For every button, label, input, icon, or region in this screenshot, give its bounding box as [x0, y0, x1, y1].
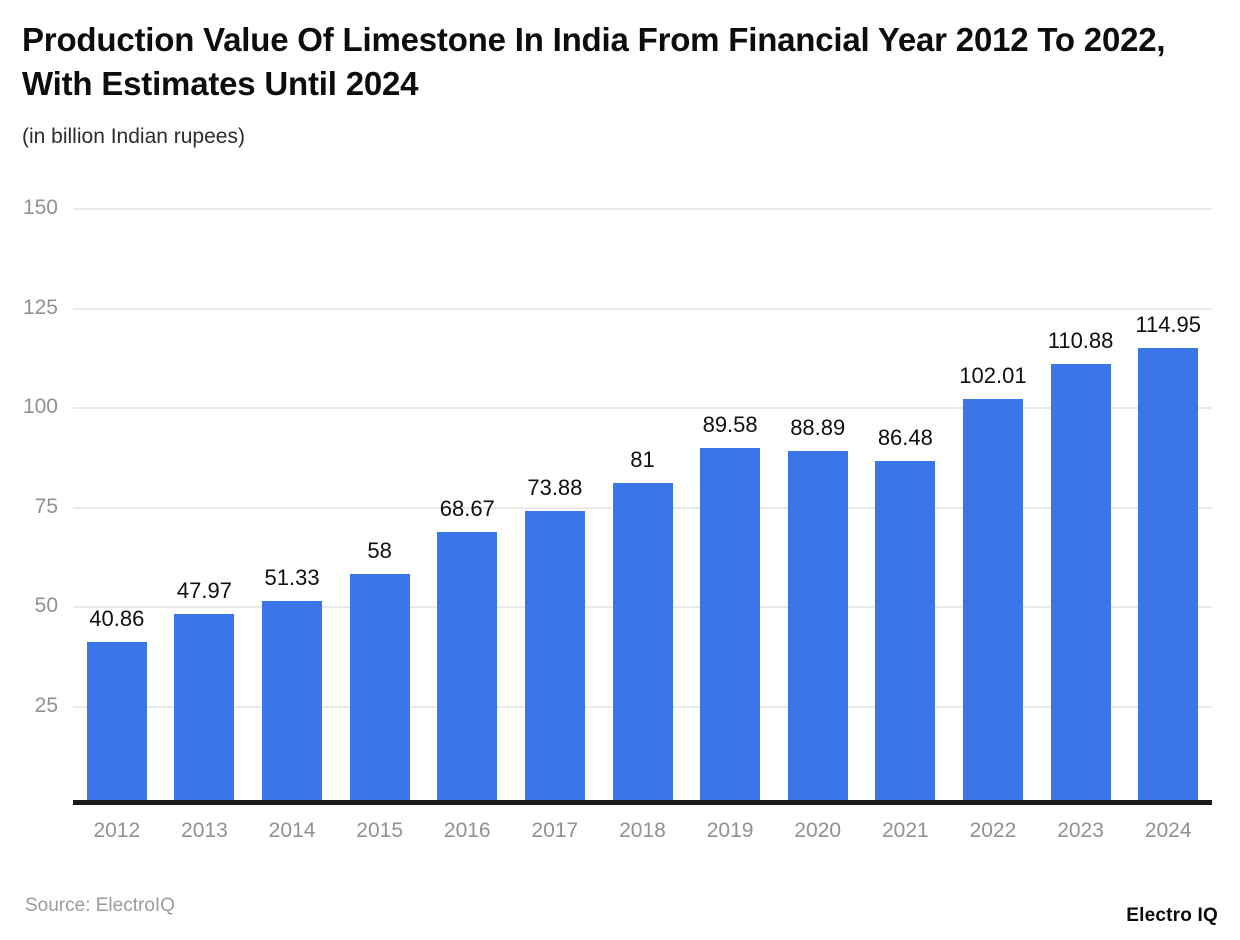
x-axis-tick-label: 2021: [881, 819, 929, 842]
bar[interactable]: [1138, 347, 1199, 805]
bar-value-label: 47.97: [176, 578, 232, 604]
bar-value-label: 89.58: [702, 412, 758, 438]
bar[interactable]: [349, 574, 410, 805]
x-axis-tick-label: 2016: [443, 819, 491, 842]
bar[interactable]: [700, 448, 761, 805]
bar-column[interactable]: 73.88: [524, 475, 585, 805]
bar-value-label: 81: [630, 446, 655, 472]
bar-column[interactable]: 110.88: [1048, 328, 1113, 805]
bar-column[interactable]: 58: [349, 538, 410, 805]
x-axis-tick-label: 2023: [1057, 819, 1104, 842]
bar-column[interactable]: 86.48: [875, 425, 936, 805]
x-axis-tick-label: 2019: [706, 819, 754, 842]
y-axis-tick-label: 100: [22, 395, 58, 418]
brand-watermark: Electro IQ: [1126, 905, 1218, 926]
bar-column[interactable]: 51.33: [262, 565, 323, 805]
bar-value-label: 114.95: [1135, 311, 1202, 337]
bar[interactable]: [86, 642, 147, 805]
y-axis-tick-label: 25: [34, 693, 58, 717]
gridline: [73, 307, 1212, 310]
x-axis-tick-label: 2015: [356, 819, 403, 842]
bar-column[interactable]: 89.58: [700, 412, 761, 805]
bar-value-label: 110.88: [1047, 327, 1114, 353]
bar[interactable]: [1050, 363, 1111, 805]
bar[interactable]: [174, 614, 235, 805]
y-axis-tick-label: 150: [22, 196, 58, 219]
bar[interactable]: [962, 399, 1023, 805]
bar-column[interactable]: 81: [612, 447, 673, 805]
x-axis-tick-label: 2024: [1144, 819, 1192, 842]
y-axis-tick-label: 75: [34, 494, 58, 518]
bar-column[interactable]: 68.67: [437, 496, 498, 805]
bar-column[interactable]: 40.86: [86, 606, 147, 805]
bar-value-label: 51.33: [264, 564, 320, 590]
bar-value-label: 86.48: [877, 424, 933, 450]
x-axis-tick-label: 2013: [181, 819, 228, 842]
bar-value-label: 40.86: [89, 606, 145, 632]
x-axis-tick-label: 2020: [794, 819, 842, 842]
bar-column[interactable]: 88.89: [787, 415, 848, 805]
chart-subtitle: (in billion Indian rupees): [22, 125, 245, 149]
bar-value-label: 68.67: [439, 495, 495, 521]
bar-value-label: 102.01: [959, 363, 1027, 389]
bar[interactable]: [437, 531, 498, 805]
gridline: [73, 208, 1212, 210]
x-axis-tick-label: 2017: [531, 819, 579, 842]
bar[interactable]: [262, 600, 323, 805]
x-axis-tick-label: 2018: [619, 819, 666, 842]
source-note: Source: ElectroIQ: [25, 895, 175, 916]
bar-value-label: 73.88: [527, 474, 583, 500]
y-axis-tick-label: 125: [22, 295, 58, 319]
x-axis-tick-label: 2022: [969, 819, 1017, 842]
bar[interactable]: [524, 510, 585, 805]
gridline: [73, 407, 1212, 409]
bar-value-label: 58: [367, 538, 392, 564]
bar-column[interactable]: 102.01: [959, 363, 1027, 805]
bar[interactable]: [612, 482, 673, 805]
chart-header: Production Value Of Limestone In India F…: [22, 18, 1222, 149]
bar[interactable]: [875, 460, 936, 805]
x-axis-tick-label: 2014: [268, 819, 316, 842]
x-axis-tick-label: 2012: [93, 819, 141, 842]
page-title: Production Value Of Limestone In India F…: [22, 21, 1166, 102]
y-axis-tick-label: 50: [34, 594, 58, 617]
x-axis-line: [73, 800, 1212, 805]
bar-column[interactable]: 114.95: [1135, 312, 1201, 805]
bar-value-label: 88.89: [790, 415, 846, 441]
bar[interactable]: [787, 451, 848, 805]
bar-column[interactable]: 47.97: [174, 578, 235, 805]
